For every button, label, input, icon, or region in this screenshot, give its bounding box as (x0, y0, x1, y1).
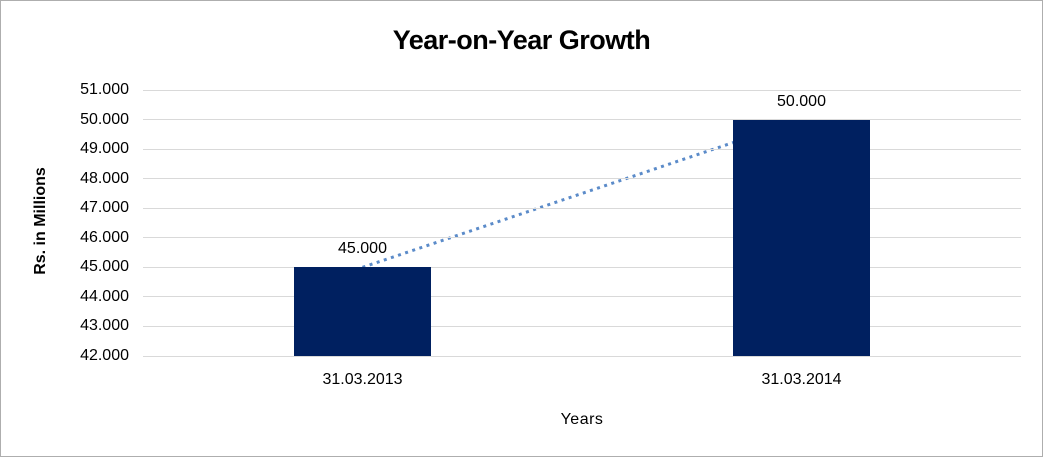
bar-value-label: 45.000 (338, 240, 387, 258)
x-tick-label: 31.03.2013 (322, 371, 403, 388)
bar-value-label: 50.000 (777, 92, 826, 110)
chart-title: Year-on-Year Growth (392, 25, 651, 55)
y-tick-label: 42.000 (80, 347, 129, 364)
y-tick-label: 45.000 (80, 258, 129, 276)
gridline (143, 119, 1021, 121)
gridline (143, 148, 1021, 150)
gridline (143, 325, 1021, 327)
gridline (143, 355, 1021, 357)
y-tick-label: 51.000 (80, 81, 129, 98)
gridline (143, 266, 1021, 268)
gridline (143, 89, 1021, 91)
gridline (143, 237, 1021, 239)
gridline (143, 296, 1021, 298)
bar-31.03.2014 (733, 119, 870, 356)
y-tick-label: 44.000 (80, 287, 129, 305)
y-tick-label: 50.000 (80, 110, 129, 128)
x-axis-title: Years (560, 411, 604, 428)
y-tick-label: 47.000 (80, 199, 129, 217)
gridline (143, 207, 1021, 209)
y-tick-label: 46.000 (80, 228, 129, 246)
y-tick-label: 43.000 (80, 317, 129, 335)
y-tick-label: 48.000 (80, 169, 129, 187)
y-tick-label: 49.000 (80, 140, 129, 158)
gridline (143, 178, 1021, 180)
bar-31.03.2013 (294, 267, 431, 356)
x-tick-label: 31.03.2014 (761, 371, 842, 388)
